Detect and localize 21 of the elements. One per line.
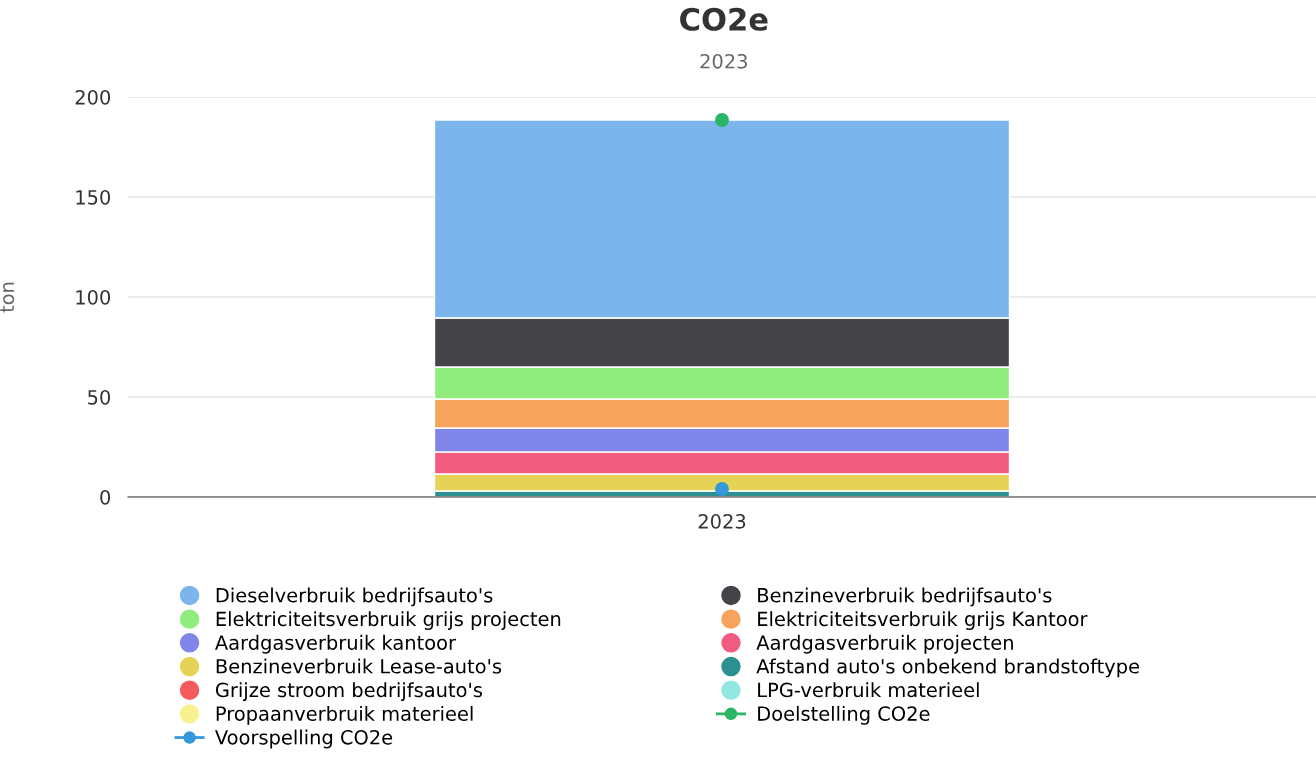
legend-label: Aardgasverbruik kantoor bbox=[215, 634, 456, 654]
chart-title: CO2e bbox=[680, 7, 768, 31]
legend-label: LPG-verbruik materieel bbox=[758, 682, 979, 698]
chart-subtitle: 2023 bbox=[700, 53, 747, 69]
y-axis-title: ton bbox=[0, 282, 15, 313]
legend-label: Benzineverbruik bedrijfsauto's bbox=[758, 587, 1052, 607]
y-tick-label: 150 bbox=[76, 189, 111, 205]
legend-label: Propaanverbruik materieel bbox=[216, 705, 473, 725]
legend-label: Doelstelling CO2e bbox=[758, 705, 930, 725]
legend-label: Voorspelling CO2e bbox=[215, 729, 393, 749]
y-tick-label: 50 bbox=[88, 389, 111, 405]
legend-label: Dieselverbruik bedrijfsauto's bbox=[216, 587, 493, 607]
y-tick-label: 100 bbox=[76, 289, 111, 305]
y-tick-label: 0 bbox=[100, 489, 111, 505]
y-tick-label: 200 bbox=[75, 89, 111, 105]
legend-label: Elektriciteitsverbruik grijs Kantoor bbox=[758, 611, 1088, 630]
legend-label: Elektriciteitsverbruik grijs projecten bbox=[216, 611, 561, 630]
legend-label: Grijze stroom bedrijfsauto's bbox=[215, 682, 483, 702]
legend-label: Afstand auto's onbekend brandstoftype bbox=[756, 658, 1139, 678]
legend-label: Benzineverbruik Lease-auto's bbox=[216, 658, 502, 674]
legend-label: Aardgasverbruik projecten bbox=[756, 634, 1013, 654]
